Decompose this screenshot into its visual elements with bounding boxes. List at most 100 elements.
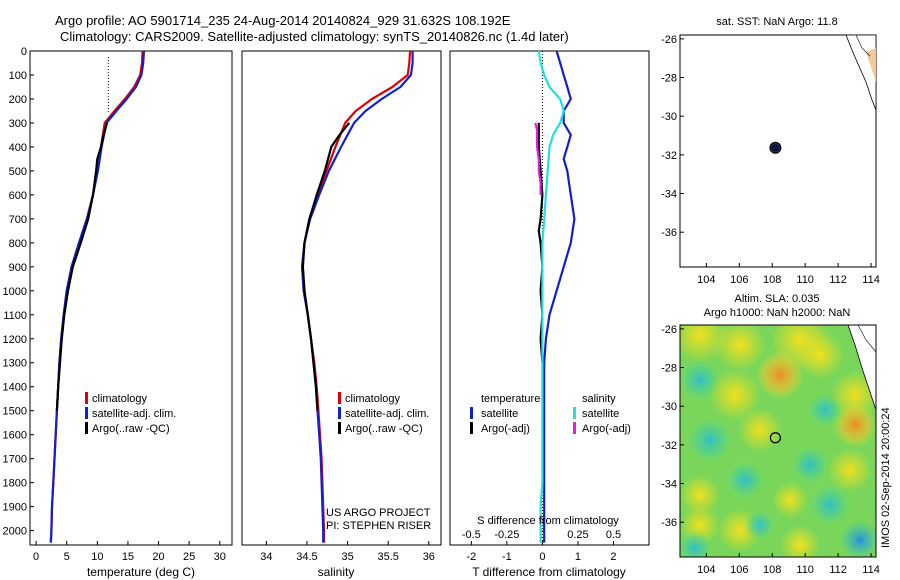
depth-tick-label: 1900	[3, 502, 27, 514]
x-tick-label: 0	[539, 551, 545, 563]
map-x-tick-label: 108	[763, 274, 781, 286]
depth-tick-label: 2000	[3, 526, 27, 538]
legend-swatch-t-satellite	[470, 407, 473, 419]
map-y-tick-label: -28	[661, 363, 677, 375]
map-y-tick-label: -28	[661, 73, 677, 85]
map-x-tick-label: 110	[796, 564, 814, 576]
depth-tick-label: 1000	[3, 286, 27, 298]
x-tick-label: 30	[214, 551, 226, 563]
legend-swatch-climatology	[85, 392, 88, 404]
depth-tick-label: 0	[21, 46, 27, 58]
depth-tick-label: 400	[9, 142, 27, 154]
legend-title-salinity: salinity	[582, 393, 616, 405]
temperature-panel	[29, 50, 233, 546]
s-diff-tick-label: -0.5	[462, 529, 481, 541]
map-x-tick-label: 106	[730, 564, 748, 576]
map-x-tick-label: 104	[697, 274, 715, 286]
legend-label-satellite: satellite-adj. clim.	[345, 408, 429, 420]
x-tick-label: 25	[183, 551, 195, 563]
depth-tick-label: 200	[9, 94, 27, 106]
s-diff-tick-label: 0.25	[567, 529, 588, 541]
legend-label-t-argo: Argo(-adj)	[481, 423, 530, 435]
depth-tick-label: 1800	[3, 478, 27, 490]
map-y-tick-label: -34	[661, 189, 677, 201]
legend-title-temperature: temperature	[481, 393, 540, 405]
map-x-tick-label: 112	[829, 274, 847, 286]
legend-swatch-satellite	[338, 407, 341, 419]
x-tick-label: 2	[610, 551, 616, 563]
argo-position-marker	[769, 432, 781, 444]
x-tick-label: 20	[152, 551, 164, 563]
figure-title-line1: Argo profile: AO 5901714_235 24-Aug-2014…	[55, 13, 511, 28]
x-tick-label: 35	[341, 551, 353, 563]
series-line-argo-raw-qc-	[55, 122, 109, 411]
legend-swatch-climatology	[338, 392, 341, 404]
series-line-s-satellite	[537, 50, 565, 543]
legend-swatch-satellite	[85, 407, 88, 419]
sla-coastline	[847, 325, 876, 411]
difference-t-axis-label: T difference from climatology	[472, 565, 626, 579]
depth-tick-label: 1100	[3, 310, 27, 322]
legend-label-satellite: satellite-adj. clim.	[92, 408, 176, 420]
series-line-satellite-adj-clim-	[49, 50, 145, 543]
difference-legend: temperature satellite Argo(-adj) salinit…	[470, 393, 631, 435]
series-line-t-satellite	[543, 50, 576, 543]
difference-panel	[449, 50, 650, 546]
depth-tick-label: 1600	[3, 430, 27, 442]
depth-tick-label: 1700	[3, 454, 27, 466]
legend-swatch-s-argo	[573, 422, 576, 434]
map-y-tick-label: -36	[661, 517, 677, 529]
s-diff-tick-label: -0.25	[494, 529, 519, 541]
map-y-tick-label: -32	[661, 150, 677, 162]
depth-tick-label: 500	[9, 166, 27, 178]
legend-swatch-argo	[85, 422, 88, 434]
x-tick-label: 15	[122, 551, 134, 563]
map-y-tick-label: -26	[661, 34, 677, 46]
sst-map-title: sat. SST: NaN Argo: 11.8	[716, 16, 837, 28]
depth-tick-label: 1400	[3, 382, 27, 394]
x-tick-label: 36	[423, 551, 435, 563]
map-x-tick-label: 112	[829, 564, 847, 576]
x-tick-label: 34	[260, 551, 272, 563]
depth-tick-label: 900	[9, 262, 27, 274]
map-x-tick-label: 114	[862, 564, 880, 576]
legend-swatch-s-satellite	[573, 407, 576, 419]
x-tick-label: -1	[502, 551, 512, 563]
depth-tick-label: 800	[9, 238, 27, 250]
x-tick-label: 5	[64, 551, 70, 563]
map-x-tick-label: 110	[796, 274, 814, 286]
sst-coastline	[845, 35, 876, 111]
map-x-tick-label: 114	[862, 274, 880, 286]
legend-label-t-satellite: satellite	[481, 408, 518, 420]
legend-label-argo: Argo(..raw -QC)	[345, 423, 423, 435]
s-diff-tick-label: 0.5	[606, 529, 621, 541]
x-tick-label: 10	[91, 551, 103, 563]
map-y-tick-label: -36	[661, 227, 677, 239]
x-tick-label: 34.5	[296, 551, 317, 563]
credit-line2: PI: STEPHEN RISER	[326, 520, 431, 532]
salinity-legend: climatology satellite-adj. clim. Argo(..…	[338, 392, 429, 435]
x-tick-label: -2	[466, 551, 476, 563]
depth-tick-label: 1500	[3, 406, 27, 418]
argo-position-marker-core	[771, 144, 779, 152]
map-y-tick-label: -26	[661, 324, 677, 336]
temperature-legend: climatology satellite-adj. clim. Argo(..…	[85, 392, 176, 435]
depth-tick-label: 300	[9, 118, 27, 130]
sla-map-subtitle: Argo h1000: NaN h2000: NaN	[704, 307, 851, 319]
depth-tick-label: 700	[9, 214, 27, 226]
depth-tick-label: 100	[9, 70, 27, 82]
depth-tick-label: 1200	[3, 334, 27, 346]
map-y-tick-label: -30	[661, 401, 677, 413]
legend-label-argo: Argo(..raw -QC)	[92, 423, 170, 435]
legend-label-s-argo: Argo(-adj)	[582, 423, 631, 435]
credit-line1: US ARGO PROJECT	[326, 507, 431, 519]
series-line-s-argo-adj-	[534, 122, 542, 195]
x-tick-label: 1	[575, 551, 581, 563]
map-y-tick-label: -30	[661, 111, 677, 123]
map-x-tick-label: 106	[730, 274, 748, 286]
legend-label-s-satellite: satellite	[582, 408, 619, 420]
map-x-tick-label: 104	[697, 564, 715, 576]
depth-tick-label: 1300	[3, 358, 27, 370]
depth-tick-label: 600	[9, 190, 27, 202]
